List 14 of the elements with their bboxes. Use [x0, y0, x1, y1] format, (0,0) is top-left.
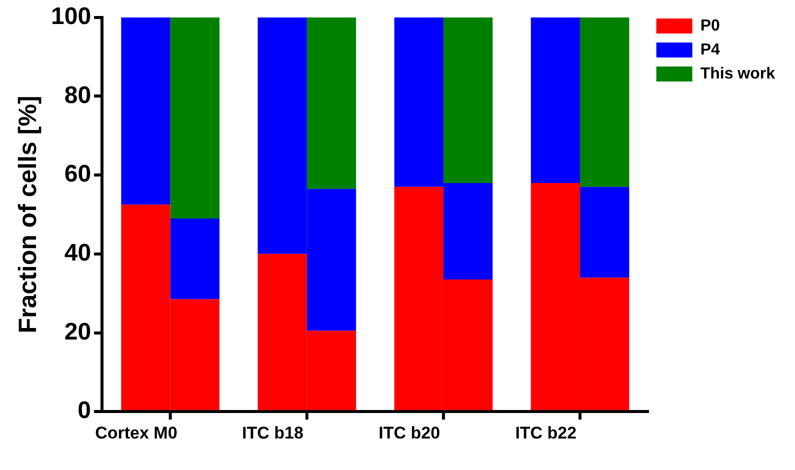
y-axis-title: Fraction of cells [%]: [14, 96, 42, 334]
x-tick-label: ITC b22: [515, 423, 577, 442]
y-tick-label: 0: [78, 397, 92, 424]
y-tick-label: 60: [64, 160, 92, 188]
x-tick-label: Cortex M0: [95, 423, 178, 442]
y-tick-label: 100: [50, 3, 92, 30]
legend-label: P0: [700, 17, 720, 34]
legend-label: This work: [700, 65, 776, 82]
y-tick-label: 40: [64, 240, 92, 267]
y-tick-label: 80: [64, 82, 92, 109]
x-tick-label: ITC b18: [242, 423, 304, 442]
legend-label: P4: [700, 41, 720, 58]
y-tick-label: 20: [64, 318, 92, 346]
x-tick-label: ITC b20: [378, 423, 440, 442]
